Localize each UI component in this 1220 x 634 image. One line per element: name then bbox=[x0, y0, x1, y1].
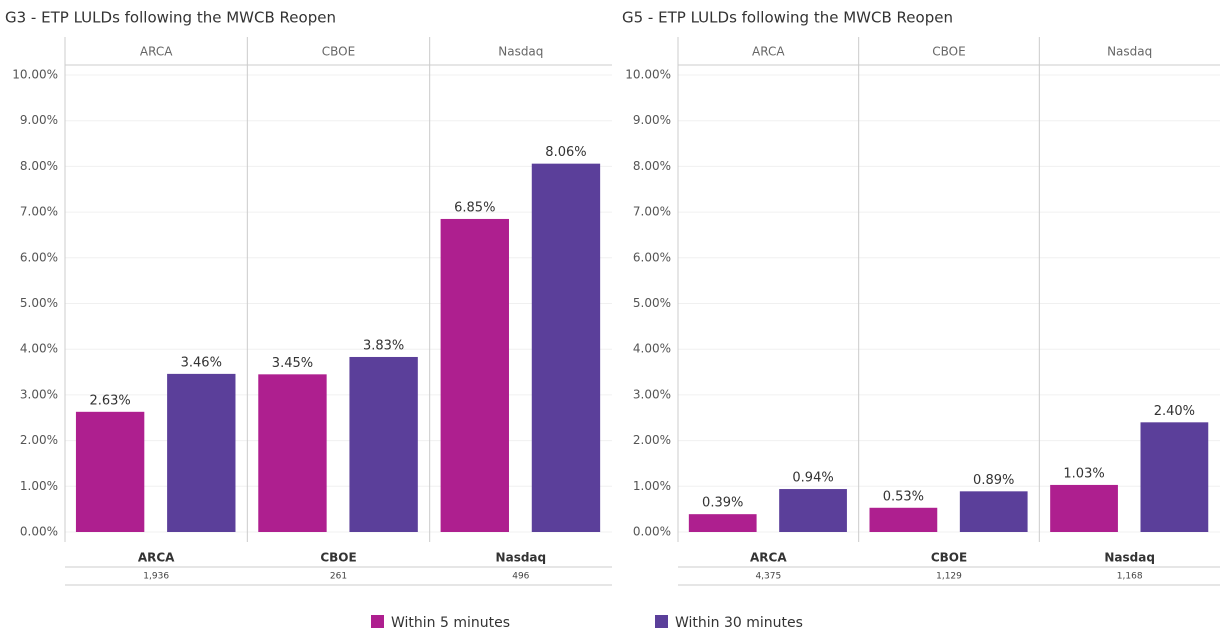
value-label: 2.63% bbox=[89, 393, 130, 408]
bar bbox=[75, 411, 145, 532]
bar bbox=[440, 218, 509, 532]
bar bbox=[349, 356, 418, 532]
value-label: 6.85% bbox=[454, 200, 495, 215]
column-header: Nasdaq bbox=[498, 45, 543, 59]
value-label: 3.45% bbox=[272, 356, 313, 371]
y-tick-label: 0.00% bbox=[20, 525, 58, 539]
y-tick-label: 10.00% bbox=[12, 68, 58, 82]
y-tick-label: 6.00% bbox=[633, 250, 671, 264]
y-tick-label: 10.00% bbox=[625, 68, 671, 82]
y-tick-label: 2.00% bbox=[633, 433, 671, 447]
legend-label: Within 5 minutes bbox=[391, 615, 510, 631]
y-tick-label: 7.00% bbox=[20, 205, 58, 219]
chart-title: G5 - ETP LULDs following the MWCB Reopen bbox=[622, 9, 953, 27]
bar bbox=[1140, 422, 1209, 532]
x-tick-label: Nasdaq bbox=[1104, 551, 1155, 565]
column-header: Nasdaq bbox=[1107, 45, 1152, 59]
y-tick-label: 4.00% bbox=[20, 342, 58, 356]
bar bbox=[258, 374, 327, 532]
y-tick-label: 3.00% bbox=[633, 387, 671, 401]
y-tick-label: 5.00% bbox=[633, 296, 671, 310]
value-label: 3.83% bbox=[363, 338, 404, 353]
x-tick-label: Nasdaq bbox=[496, 551, 547, 565]
x-tick-label: CBOE bbox=[320, 551, 356, 565]
value-label: 0.89% bbox=[973, 473, 1014, 488]
column-header: ARCA bbox=[140, 45, 173, 59]
y-tick-label: 7.00% bbox=[633, 205, 671, 219]
y-tick-label: 9.00% bbox=[20, 113, 58, 127]
value-label: 2.40% bbox=[1154, 404, 1195, 419]
bar bbox=[869, 507, 938, 532]
bar bbox=[531, 163, 601, 532]
value-label: 8.06% bbox=[545, 145, 586, 160]
column-header: CBOE bbox=[322, 45, 355, 59]
value-label: 0.94% bbox=[792, 471, 833, 486]
x-tick-label: CBOE bbox=[931, 551, 967, 565]
y-tick-label: 9.00% bbox=[633, 113, 671, 127]
column-header: ARCA bbox=[752, 45, 785, 59]
value-label: 3.46% bbox=[181, 355, 222, 370]
x-tick-label: ARCA bbox=[138, 551, 175, 565]
y-tick-label: 1.00% bbox=[633, 479, 671, 493]
y-tick-label: 3.00% bbox=[20, 387, 58, 401]
count-label: 261 bbox=[330, 572, 347, 582]
count-label: 4,375 bbox=[755, 572, 781, 582]
count-label: 1,129 bbox=[936, 572, 962, 582]
bar bbox=[167, 373, 236, 532]
count-label: 1,936 bbox=[143, 572, 169, 582]
y-tick-label: 4.00% bbox=[633, 342, 671, 356]
count-label: 1,168 bbox=[1117, 572, 1143, 582]
value-label: 0.53% bbox=[883, 489, 924, 504]
y-tick-label: 2.00% bbox=[20, 433, 58, 447]
count-label: 496 bbox=[512, 572, 529, 582]
y-tick-label: 0.00% bbox=[633, 525, 671, 539]
legend-swatch bbox=[371, 615, 384, 628]
bar bbox=[688, 514, 757, 532]
y-tick-label: 8.00% bbox=[633, 159, 671, 173]
bar bbox=[1050, 484, 1118, 532]
bar bbox=[779, 489, 847, 532]
y-tick-label: 8.00% bbox=[20, 159, 58, 173]
chart-title: G3 - ETP LULDs following the MWCB Reopen bbox=[5, 9, 336, 27]
value-label: 1.03% bbox=[1063, 466, 1104, 481]
legend-swatch bbox=[655, 615, 668, 628]
y-tick-label: 1.00% bbox=[20, 479, 58, 493]
bar bbox=[959, 491, 1028, 532]
value-label: 0.39% bbox=[702, 496, 743, 511]
y-tick-label: 5.00% bbox=[20, 296, 58, 310]
legend-label: Within 30 minutes bbox=[675, 615, 803, 631]
column-header: CBOE bbox=[932, 45, 965, 59]
x-tick-label: ARCA bbox=[750, 551, 787, 565]
y-tick-label: 6.00% bbox=[20, 250, 58, 264]
